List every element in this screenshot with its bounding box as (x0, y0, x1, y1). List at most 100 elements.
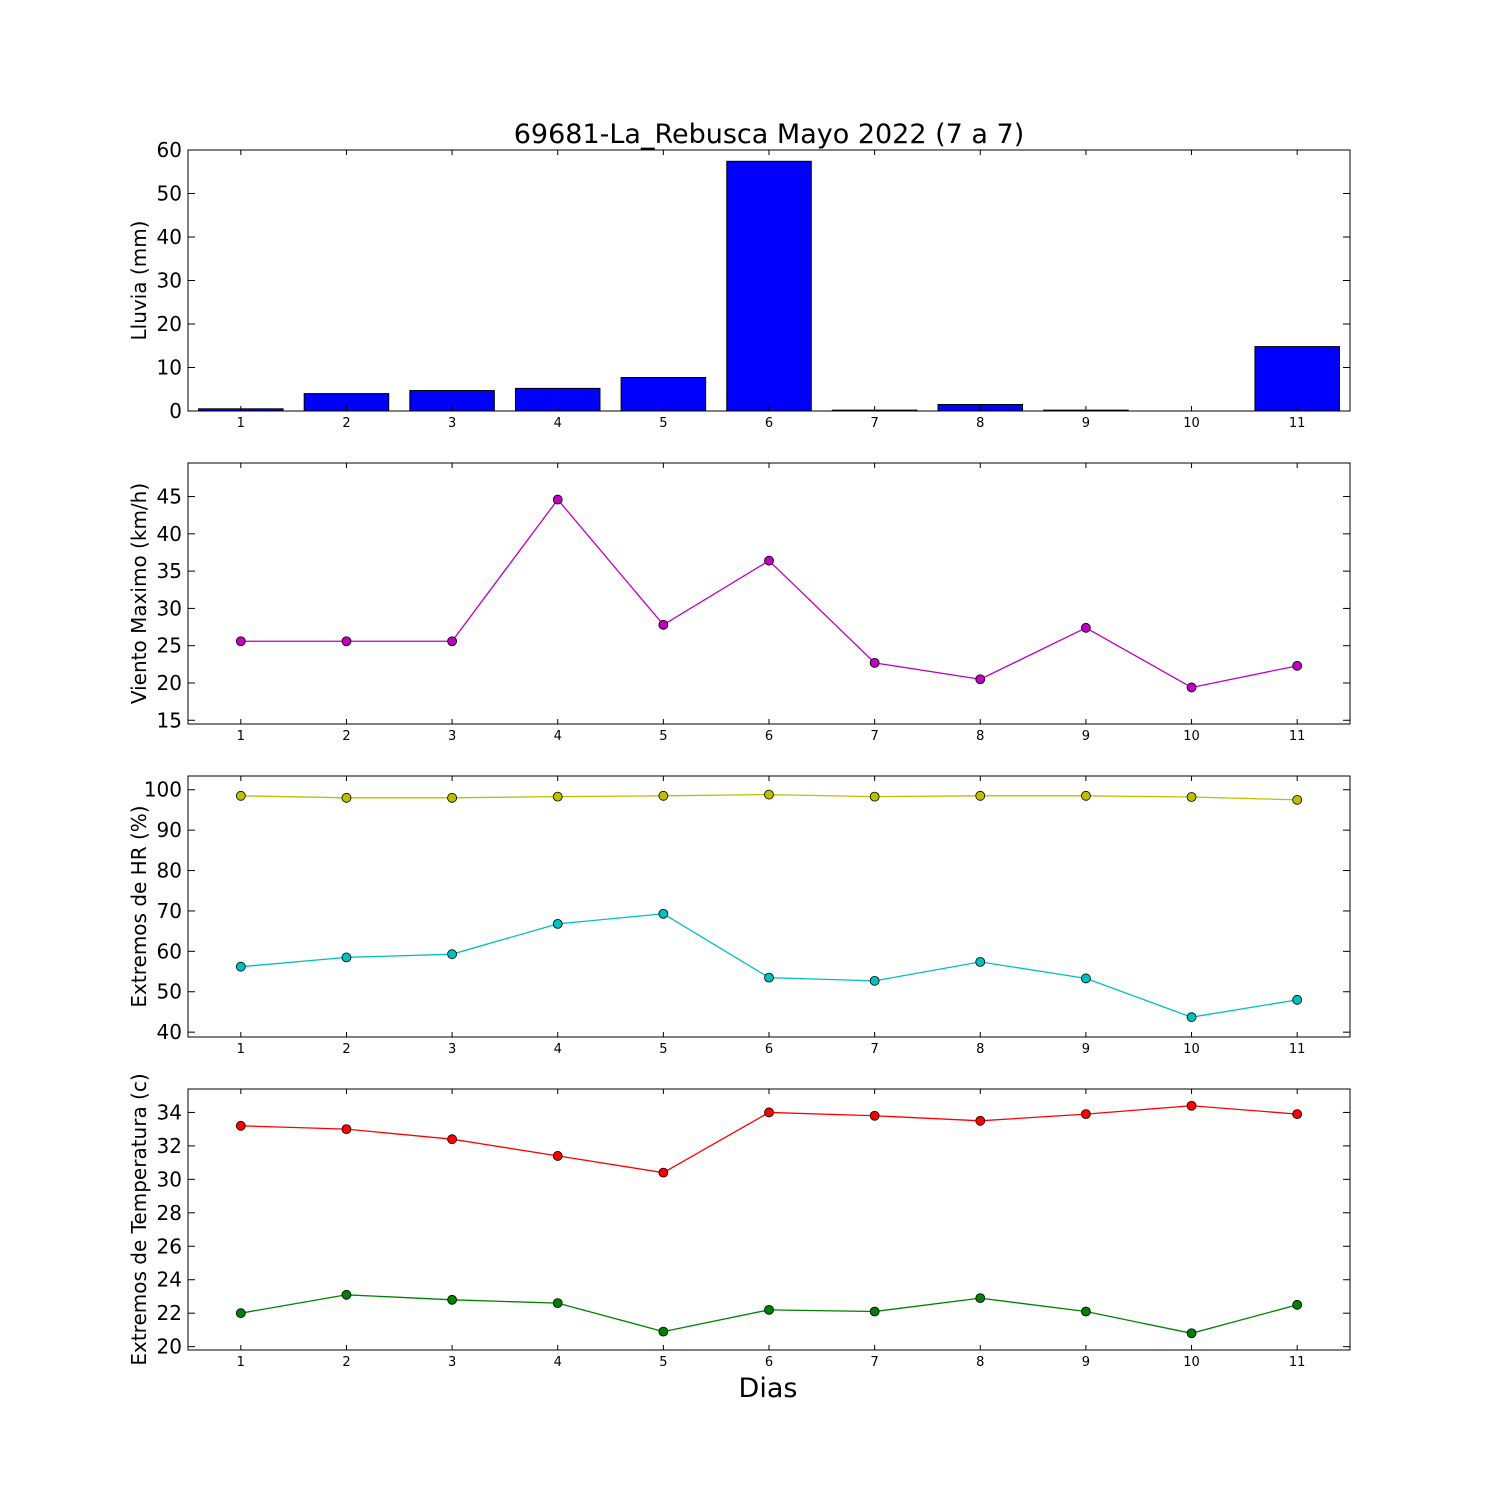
x-tick-label: 11 (1289, 1042, 1306, 1057)
series-1-point-day-10 (1186, 682, 1197, 693)
series-1-point-day-5 (658, 790, 669, 801)
y-tick-label: 34 (157, 1100, 182, 1124)
y-tick-label: 50 (157, 980, 182, 1004)
series-1-point-day-8 (975, 1115, 986, 1126)
panel-3: 1 2 3 4 5 6 7 8 9 10 11 40 50 60 70 80 90 100 Extremos de … (127, 775, 1351, 1057)
series-1-point-day-2 (341, 1124, 352, 1135)
series-1-point-day-9 (1081, 622, 1091, 633)
x-tick-label: 7 (870, 1355, 878, 1370)
x-tick-label: 2 (342, 416, 350, 431)
series-1-point-day-9 (1081, 790, 1091, 801)
x-tick-label: 8 (976, 1042, 984, 1057)
y-tick-label: 22 (157, 1301, 182, 1325)
series-1-point-day-11 (1292, 660, 1303, 671)
x-tick-label: 6 (765, 729, 773, 744)
series-2-point-day-7 (869, 1306, 880, 1317)
y-axis-label: Viento Maximo (km/h) (127, 483, 151, 704)
series-2-point-day-9 (1081, 973, 1091, 984)
bar-day-11 (1254, 346, 1340, 412)
y-tick-label: 0 (169, 399, 182, 423)
y-tick-label: 15 (157, 708, 182, 732)
series-2-point-day-11 (1292, 994, 1303, 1005)
y-tick-label: 40 (157, 225, 182, 249)
x-tick-label: 11 (1289, 1355, 1306, 1370)
x-tick-label: 8 (976, 416, 984, 431)
x-tick-label: 5 (659, 729, 667, 744)
series-1-point-day-6 (764, 789, 774, 800)
series-2-point-day-10 (1186, 1012, 1197, 1023)
panel-1: 1 2 3 4 5 6 7 8 9 10 11 0 10 20 30 40 50 60 Lluvia (mm) (127, 138, 1351, 431)
series-1-point-day-7 (869, 657, 880, 668)
y-tick-label: 25 (157, 634, 182, 658)
x-tick-label: 4 (554, 729, 562, 744)
y-tick-label: 32 (157, 1134, 182, 1158)
series-2-point-day-5 (658, 1326, 669, 1337)
x-tick-label: 8 (976, 729, 984, 744)
series-1-point-day-9 (1081, 1109, 1091, 1119)
x-tick-label: 2 (342, 1042, 350, 1057)
x-tick-label: 2 (342, 1355, 350, 1370)
x-tick-label: 3 (448, 1042, 456, 1057)
series-1-point-day-1 (235, 790, 246, 801)
y-tick-label: 40 (157, 1020, 182, 1044)
x-tick-label: 10 (1183, 1355, 1200, 1370)
x-tick-label: 5 (659, 1355, 667, 1370)
x-tick-label: 8 (976, 1355, 984, 1370)
series-1-point-day-11 (1292, 1109, 1303, 1119)
series-2-point-day-6 (764, 1304, 774, 1315)
series-1-point-day-3 (447, 1134, 457, 1145)
y-axis-label: Extremos de HR (%) (127, 805, 151, 1007)
y-axis-label: Lluvia (mm) (127, 221, 151, 341)
y-tick-label: 26 (157, 1234, 182, 1258)
y-tick-label: 50 (157, 182, 182, 206)
series-2-point-day-10 (1186, 1328, 1197, 1339)
y-tick-label: 20 (157, 671, 182, 695)
x-tick-label: 1 (237, 729, 245, 744)
x-tick-label: 6 (765, 1042, 773, 1057)
series-2-point-day-7 (869, 975, 880, 986)
y-tick-label: 20 (157, 1335, 182, 1359)
y-tick-label: 20 (157, 312, 182, 336)
x-tick-label: 1 (237, 1355, 245, 1370)
x-tick-label: 4 (554, 416, 562, 431)
x-tick-label: 3 (448, 1355, 456, 1370)
series-1-point-day-1 (235, 636, 246, 647)
x-tick-label: 10 (1183, 729, 1200, 744)
y-tick-label: 60 (157, 138, 182, 162)
series-2-point-day-4 (552, 918, 563, 929)
y-tick-label: 10 (157, 356, 182, 380)
x-tick-label: 4 (554, 1355, 562, 1370)
series-1-point-day-3 (447, 636, 457, 647)
x-tick-label: 2 (342, 729, 350, 744)
series-1-point-day-10 (1186, 792, 1197, 802)
x-tick-label: 10 (1183, 1042, 1200, 1057)
x-tick-label: 11 (1289, 729, 1306, 744)
y-tick-label: 40 (157, 522, 182, 546)
series-2-point-day-2 (341, 952, 352, 963)
series-2-point-day-1 (235, 961, 246, 972)
y-tick-label: 24 (157, 1268, 182, 1292)
series-1-point-day-4 (552, 791, 563, 802)
series-2-point-day-6 (764, 972, 774, 983)
x-tick-label: 11 (1289, 416, 1306, 431)
x-tick-label: 1 (237, 416, 245, 431)
y-tick-label: 30 (157, 1167, 182, 1191)
x-tick-label: 9 (1082, 729, 1090, 744)
series-2-point-day-1 (235, 1308, 246, 1319)
y-tick-label: 45 (157, 485, 182, 509)
x-tick-label: 10 (1183, 416, 1200, 431)
series-2-point-day-3 (447, 949, 457, 960)
series-1-point-day-8 (975, 790, 986, 801)
x-tick-label: 5 (659, 416, 667, 431)
x-tick-label: 6 (765, 1355, 773, 1370)
series-1-point-day-5 (658, 619, 669, 630)
x-tick-label: 7 (870, 416, 878, 431)
series-1-point-day-4 (552, 1151, 563, 1161)
bar-day-6 (726, 160, 812, 412)
x-tick-label: 4 (554, 1042, 562, 1057)
series-2-point-day-3 (447, 1294, 457, 1305)
x-tick-label: 6 (765, 416, 773, 431)
